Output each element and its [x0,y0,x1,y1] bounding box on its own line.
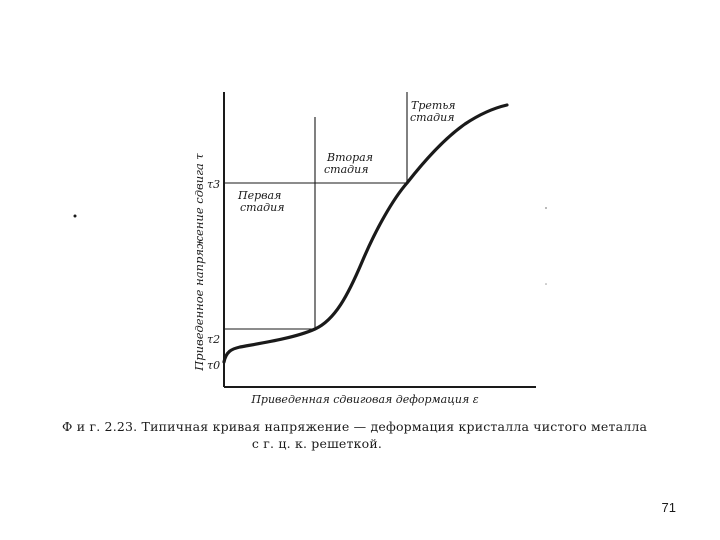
stress-strain-curve [222,103,509,364]
page-number: 71 [661,500,676,515]
stage-label-second-line2: стадия [324,163,369,176]
x-axis-label: Приведенная сдвиговая деформация ε [250,393,478,406]
tick-label-tau0: τ0 [207,359,220,372]
y-axis-label: Приведенное напряжение сдвига τ [192,153,206,372]
scan-speck [545,283,547,285]
stage-label-first-line2: стадия [240,201,285,214]
caption-line-1: Ф и г. 2.23. Типичная кривая напряжение … [62,419,648,434]
stage-label-third-line1: Третья [411,99,456,112]
tick-label-tau2: τ2 [207,333,220,346]
scan-speck [545,207,547,209]
stage-label-first-line1: Первая [237,189,281,202]
tick-label-tau3: τ3 [207,178,220,191]
caption-line-2: с г. ц. к. решеткой. [251,436,383,451]
figure-caption: Ф и г. 2.23. Типичная кривая напряжение … [62,418,672,452]
stage-label-third-line2: стадия [410,111,455,124]
scan-speck [73,214,77,218]
stage-label-second-line1: Вторая [326,151,373,164]
stress-strain-figure: Приведенное напряжение сдвига τ τ3 τ2 τ0… [73,92,547,406]
